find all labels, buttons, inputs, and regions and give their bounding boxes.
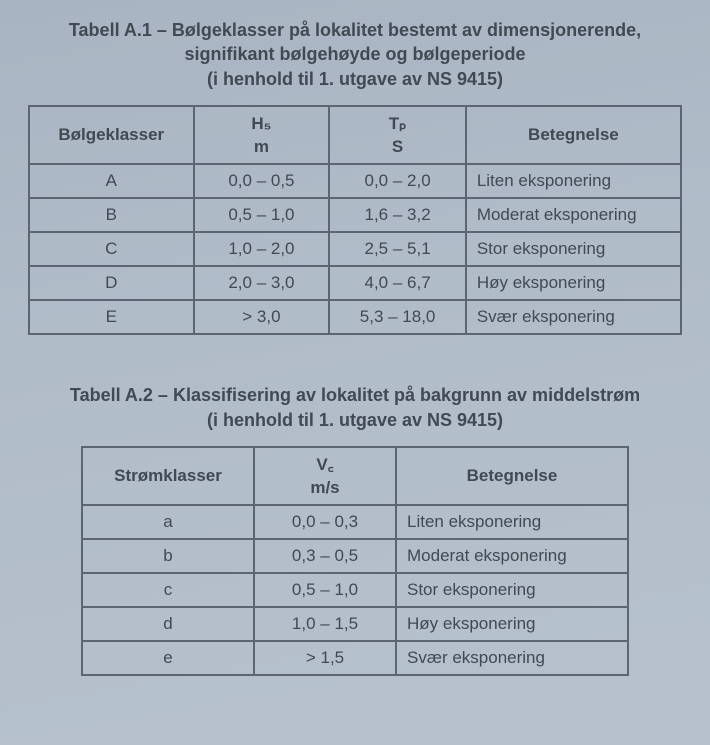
cell-hs: 2,0 – 3,0	[194, 266, 330, 300]
table2-title-line2: (i henhold til 1. utgave av NS 9415)	[207, 410, 503, 430]
cell-klass: e	[82, 641, 254, 675]
cell-vc: > 1,5	[254, 641, 396, 675]
table-row: e > 1,5 Svær eksponering	[82, 641, 628, 675]
table-row: d 1,0 – 1,5 Høy eksponering	[82, 607, 628, 641]
cell-klass: a	[82, 505, 254, 539]
table1-title-line3: (i henhold til 1. utgave av NS 9415)	[207, 69, 503, 89]
cell-tp: 0,0 – 2,0	[329, 164, 465, 198]
cell-bet: Liten eksponering	[396, 505, 628, 539]
cell-hs: 1,0 – 2,0	[194, 232, 330, 266]
col-header-betegnelse: Betegnelse	[396, 447, 628, 506]
table1-title: Tabell A.1 – Bølgeklasser på lokalitet b…	[28, 18, 682, 91]
table1-title-line2: signifikant bølgehøyde og bølgeperiode	[184, 44, 525, 64]
cell-bet: Stor eksponering	[396, 573, 628, 607]
cell-klass: B	[29, 198, 194, 232]
table-row: B 0,5 – 1,0 1,6 – 3,2 Moderat eksponerin…	[29, 198, 681, 232]
table-row: b 0,3 – 0,5 Moderat eksponering	[82, 539, 628, 573]
cell-bet: Høy eksponering	[466, 266, 681, 300]
header-tp-symbol: Tₚ	[389, 114, 407, 133]
cell-bet: Høy eksponering	[396, 607, 628, 641]
cell-klass: c	[82, 573, 254, 607]
col-header-stromklasser: Strømklasser	[82, 447, 254, 506]
table-row: Bølgeklasser H₅ m Tₚ S Betegnelse	[29, 106, 681, 165]
table2-title: Tabell A.2 – Klassifisering av lokalitet…	[28, 383, 682, 432]
cell-bet: Svær eksponering	[396, 641, 628, 675]
table-row: E > 3,0 5,3 – 18,0 Svær eksponering	[29, 300, 681, 334]
cell-klass: b	[82, 539, 254, 573]
cell-bet: Stor eksponering	[466, 232, 681, 266]
cell-hs: 0,0 – 0,5	[194, 164, 330, 198]
cell-tp: 1,6 – 3,2	[329, 198, 465, 232]
col-header-hs: H₅ m	[194, 106, 330, 165]
table-row: D 2,0 – 3,0 4,0 – 6,7 Høy eksponering	[29, 266, 681, 300]
table-row: A 0,0 – 0,5 0,0 – 2,0 Liten eksponering	[29, 164, 681, 198]
cell-hs: 0,5 – 1,0	[194, 198, 330, 232]
cell-bet: Liten eksponering	[466, 164, 681, 198]
cell-bet: Svær eksponering	[466, 300, 681, 334]
header-vc-symbol: V꜀	[316, 455, 333, 474]
cell-vc: 0,0 – 0,3	[254, 505, 396, 539]
table-row: Strømklasser V꜀ m/s Betegnelse	[82, 447, 628, 506]
header-hs-symbol: H₅	[251, 114, 271, 133]
table-a2: Strømklasser V꜀ m/s Betegnelse a 0,0 – 0…	[81, 446, 629, 677]
table-a1: Bølgeklasser H₅ m Tₚ S Betegnelse A 0,0 …	[28, 105, 682, 336]
header-tp-unit: S	[340, 136, 454, 157]
cell-vc: 0,3 – 0,5	[254, 539, 396, 573]
cell-bet: Moderat eksponering	[396, 539, 628, 573]
cell-tp: 4,0 – 6,7	[329, 266, 465, 300]
header-vc-unit: m/s	[265, 477, 385, 498]
cell-bet: Moderat eksponering	[466, 198, 681, 232]
cell-hs: > 3,0	[194, 300, 330, 334]
col-header-betegnelse: Betegnelse	[466, 106, 681, 165]
cell-klass: E	[29, 300, 194, 334]
cell-tp: 5,3 – 18,0	[329, 300, 465, 334]
col-header-tp: Tₚ S	[329, 106, 465, 165]
cell-klass: A	[29, 164, 194, 198]
table1-title-line1: Tabell A.1 – Bølgeklasser på lokalitet b…	[69, 20, 641, 40]
cell-vc: 1,0 – 1,5	[254, 607, 396, 641]
table-row: c 0,5 – 1,0 Stor eksponering	[82, 573, 628, 607]
cell-klass: d	[82, 607, 254, 641]
col-header-bolgeklasser: Bølgeklasser	[29, 106, 194, 165]
table-row: C 1,0 – 2,0 2,5 – 5,1 Stor eksponering	[29, 232, 681, 266]
header-hs-unit: m	[205, 136, 319, 157]
cell-tp: 2,5 – 5,1	[329, 232, 465, 266]
table2-title-line1: Tabell A.2 – Klassifisering av lokalitet…	[70, 385, 640, 405]
cell-vc: 0,5 – 1,0	[254, 573, 396, 607]
cell-klass: C	[29, 232, 194, 266]
cell-klass: D	[29, 266, 194, 300]
col-header-vc: V꜀ m/s	[254, 447, 396, 506]
table-row: a 0,0 – 0,3 Liten eksponering	[82, 505, 628, 539]
